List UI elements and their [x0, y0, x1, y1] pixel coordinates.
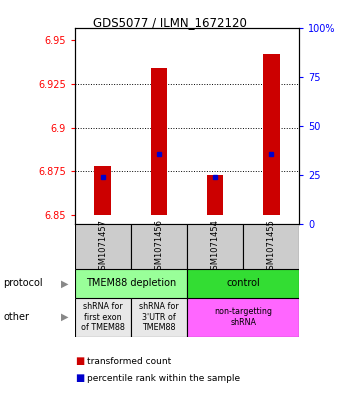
Text: GSM1071457: GSM1071457 — [98, 219, 107, 275]
Bar — [151, 68, 167, 215]
Text: GDS5077 / ILMN_1672120: GDS5077 / ILMN_1672120 — [93, 16, 247, 29]
Bar — [95, 166, 111, 215]
Text: non-targetting
shRNA: non-targetting shRNA — [214, 307, 272, 327]
Text: percentile rank within the sample: percentile rank within the sample — [87, 374, 240, 382]
Bar — [207, 175, 223, 215]
Bar — [75, 224, 131, 269]
Text: ■: ■ — [75, 356, 84, 366]
Text: TMEM88 depletion: TMEM88 depletion — [86, 278, 176, 288]
Bar — [131, 298, 187, 337]
Text: GSM1071454: GSM1071454 — [210, 219, 220, 275]
Text: protocol: protocol — [3, 278, 43, 288]
Text: shRNA for
first exon
of TMEM88: shRNA for first exon of TMEM88 — [81, 302, 125, 332]
Bar — [187, 298, 299, 337]
Text: ▶: ▶ — [61, 278, 68, 288]
Bar — [187, 224, 243, 269]
Text: other: other — [3, 312, 29, 322]
Text: GSM1071456: GSM1071456 — [154, 219, 164, 275]
Bar — [75, 298, 131, 337]
Bar — [243, 224, 299, 269]
Bar — [75, 269, 187, 298]
Bar — [263, 54, 279, 215]
Text: ■: ■ — [75, 373, 84, 383]
Text: ▶: ▶ — [61, 312, 68, 322]
Bar — [131, 224, 187, 269]
Text: shRNA for
3'UTR of
TMEM88: shRNA for 3'UTR of TMEM88 — [139, 302, 179, 332]
Text: transformed count: transformed count — [87, 357, 171, 365]
Bar — [187, 269, 299, 298]
Text: GSM1071455: GSM1071455 — [267, 219, 276, 275]
Text: control: control — [226, 278, 260, 288]
